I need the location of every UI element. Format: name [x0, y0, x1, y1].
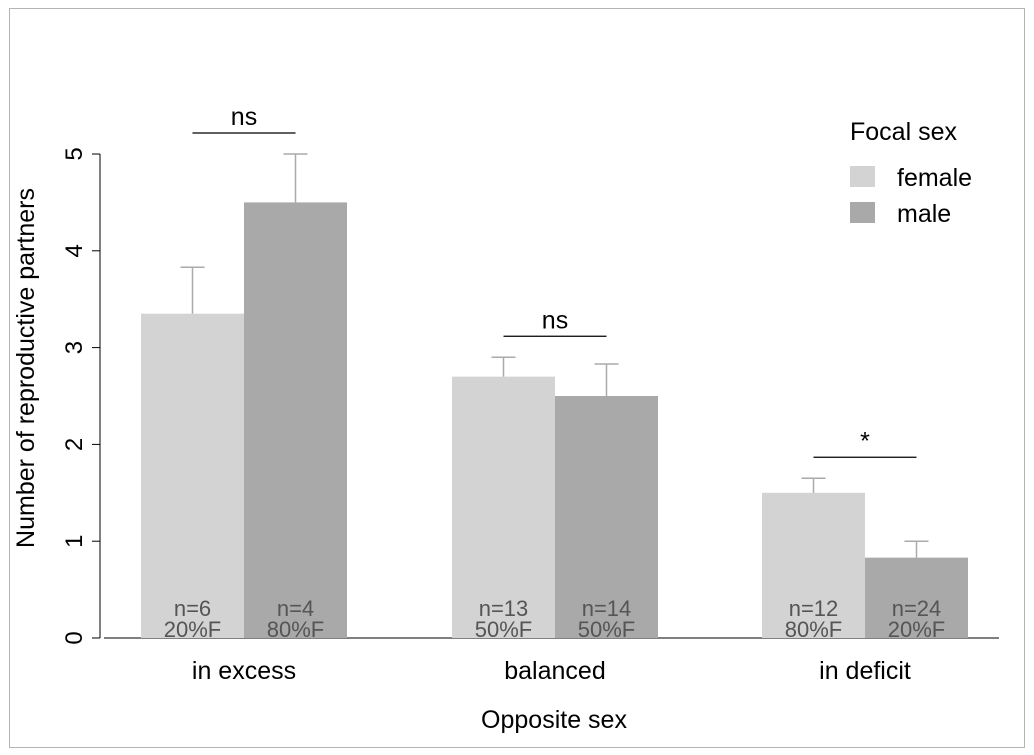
- legend: Focal sex female male: [850, 118, 972, 228]
- y-tick-label: 1: [61, 535, 88, 548]
- legend-swatch-female: [850, 166, 875, 187]
- y-tick-label: 5: [61, 147, 88, 160]
- percent-female-label: 80%F: [267, 617, 324, 642]
- percent-female-label: 50%F: [578, 617, 635, 642]
- bar: [555, 396, 658, 638]
- bar: [141, 313, 244, 638]
- percent-female-label: 20%F: [164, 617, 221, 642]
- bar: [452, 376, 555, 638]
- error-bars: [180, 153, 929, 558]
- legend-swatch-male: [850, 202, 875, 223]
- legend-title: Focal sex: [850, 118, 957, 146]
- x-category-label: in deficit: [819, 657, 911, 685]
- sample-size-label: n=6: [174, 596, 211, 621]
- x-category-label: in excess: [192, 657, 296, 685]
- x-category-label: balanced: [504, 657, 605, 685]
- x-axis: in excess balanced in deficit: [104, 637, 999, 685]
- y-axis-title: Number of reproductive partners: [12, 188, 40, 548]
- sample-size-label: n=13: [479, 596, 529, 621]
- percent-female-label: 20%F: [888, 617, 945, 642]
- bars: [141, 202, 968, 638]
- percent-female-label: 80%F: [785, 617, 842, 642]
- bar: [762, 492, 865, 638]
- sample-labels: n=620%Fn=480%Fn=1350%Fn=1450%Fn=1280%Fn=…: [164, 596, 945, 642]
- sample-size-label: n=12: [789, 596, 839, 621]
- legend-label-female: female: [897, 164, 972, 192]
- legend-label-male: male: [897, 200, 951, 228]
- significance-label: ns: [542, 306, 568, 334]
- y-tick-label: 4: [61, 244, 88, 257]
- significance-label: *: [860, 427, 870, 455]
- sample-size-label: n=4: [277, 596, 314, 621]
- y-tick-label: 2: [61, 438, 88, 451]
- bar: [244, 202, 347, 638]
- percent-female-label: 50%F: [475, 617, 532, 642]
- sample-size-label: n=24: [892, 596, 942, 621]
- significance-label: ns: [231, 103, 257, 131]
- sample-size-label: n=14: [582, 596, 632, 621]
- x-axis-title: Opposite sex: [481, 706, 627, 734]
- y-tick-label: 3: [61, 341, 88, 354]
- bar: [865, 557, 968, 638]
- y-axis: 0 1 2 3 4 5: [61, 147, 101, 645]
- significance-markers: ns ns *: [192, 103, 917, 458]
- y-tick-label: 0: [61, 631, 88, 644]
